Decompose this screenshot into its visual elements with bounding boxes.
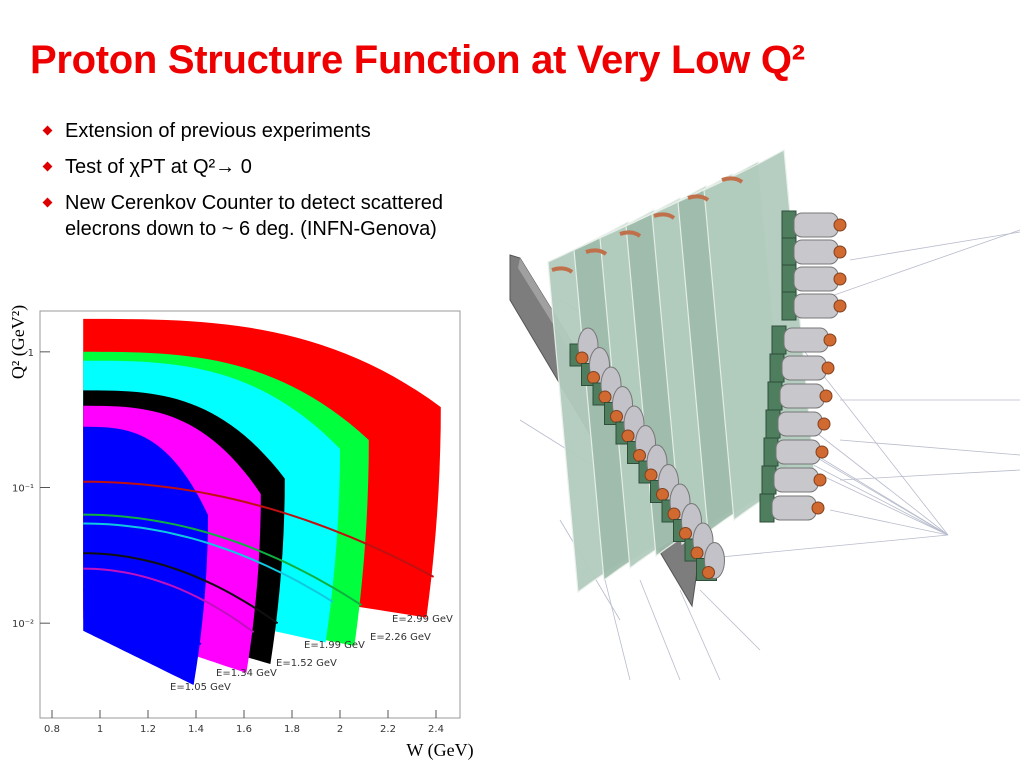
pmt-cap <box>610 410 623 423</box>
plot-area: E=2.99 GeV E=2.26 GeV E=1.99 GeV E=1.52 GeV… <box>83 318 453 693</box>
pmt-cap <box>633 449 646 462</box>
x-tick-label: 2.2 <box>380 724 396 735</box>
kinematic-band <box>83 426 208 685</box>
x-tick-label: 1.6 <box>236 724 252 735</box>
bullet: Extension of previous experiments <box>40 118 460 144</box>
ray <box>839 439 1021 456</box>
ray <box>839 469 1021 481</box>
y-tick-label: 1 <box>28 348 34 359</box>
ray <box>849 231 1021 261</box>
pmt-cap <box>587 371 600 384</box>
ray <box>829 509 949 536</box>
ray <box>639 579 681 681</box>
band-label: E=2.26 GeV <box>370 632 431 643</box>
y-tick-label: 10⁻² <box>12 619 34 630</box>
pmt-cap <box>815 445 829 459</box>
band-label: E=1.34 GeV <box>216 668 277 679</box>
band-label: E=2.99 GeV <box>392 614 453 625</box>
pmt-cap <box>833 299 847 313</box>
pmt-cap <box>656 488 669 501</box>
pmt-cap <box>833 272 847 286</box>
pmt-cap <box>823 333 837 347</box>
angle-curve <box>83 522 334 603</box>
y-axis-label: Q² (GeV²) <box>8 305 29 379</box>
band-label: E=1.52 GeV <box>276 658 337 669</box>
ray <box>689 534 949 561</box>
pmt-cap <box>833 245 847 259</box>
x-tick-label: 1.8 <box>284 724 300 735</box>
pmt-cylinder <box>781 355 827 381</box>
band-label: E=1.05 GeV <box>170 682 231 693</box>
x-tick-label: 2 <box>337 724 343 735</box>
angle-curve <box>83 567 255 634</box>
pmt-cylinder <box>793 293 839 319</box>
pmt-cap <box>819 389 833 403</box>
pmt-cap <box>817 417 831 431</box>
x-tick-label: 2.4 <box>428 724 444 735</box>
x-axis-label: W (GeV) <box>406 740 473 761</box>
pmt-cap <box>667 507 681 521</box>
pmt-cylinder <box>773 467 819 493</box>
bullet-list: Extension of previous experiments Test o… <box>40 118 460 252</box>
slide-title: Proton Structure Function at Very Low Q² <box>30 38 805 82</box>
copper-hook <box>585 248 608 256</box>
pmt-cylinder <box>793 212 839 238</box>
ray <box>809 469 949 536</box>
copper-hook <box>721 176 744 184</box>
x-tick-label: 1 <box>97 724 103 735</box>
pmt-cap <box>575 351 589 365</box>
pmt-cylinder <box>777 411 823 437</box>
pmt-cap <box>833 218 847 232</box>
band-label: E=1.99 GeV <box>304 640 365 651</box>
pmt-cap <box>813 473 827 487</box>
pmt-cap <box>598 390 612 404</box>
copper-hook <box>551 266 574 274</box>
angle-curve <box>83 588 202 646</box>
pmt-cap <box>644 468 658 482</box>
pmt-cap <box>811 501 825 515</box>
ray <box>679 589 721 681</box>
ray <box>699 589 761 651</box>
x-tick-label: 1.4 <box>188 724 204 735</box>
angle-curve <box>83 513 363 607</box>
x-tick-label: 1.2 <box>140 724 156 735</box>
angle-curve <box>83 480 435 578</box>
detector-illustration <box>509 149 1021 681</box>
angle-curve <box>83 552 279 625</box>
bullet: New Cerenkov Counter to detect scattered… <box>40 190 460 242</box>
pmt-cylinder <box>793 239 839 265</box>
pmt-cap <box>702 566 715 579</box>
bullet: Test of χPT at Q²→ 0 <box>40 154 460 180</box>
pmt-cylinder <box>771 495 817 521</box>
ray <box>819 229 1021 301</box>
copper-hook <box>619 230 642 238</box>
y-tick-label: 10⁻¹ <box>12 484 34 495</box>
pmt-cap <box>679 527 692 540</box>
pmt-cylinder <box>793 266 839 292</box>
pmt-cylinder <box>779 383 825 409</box>
pmt-cap <box>621 429 635 443</box>
ray <box>799 419 949 536</box>
copper-hook <box>687 194 710 202</box>
pmt-cap <box>821 361 835 375</box>
copper-hook <box>653 212 676 220</box>
pmt-cap <box>690 546 704 560</box>
pmt-cylinder <box>783 327 829 353</box>
x-tick-label: 0.8 <box>44 724 60 735</box>
pmt-cylinder <box>775 439 821 465</box>
